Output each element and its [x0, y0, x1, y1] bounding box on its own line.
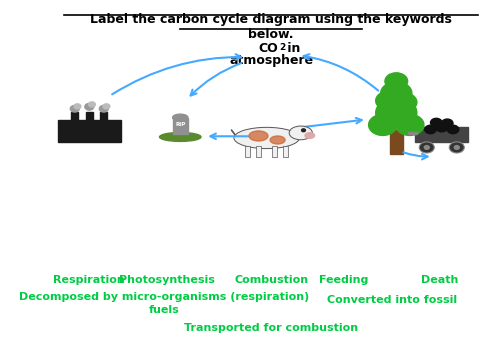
Circle shape	[442, 119, 453, 128]
Text: Label the carbon cycle diagram using the keywords: Label the carbon cycle diagram using the…	[90, 13, 452, 26]
Text: Decomposed by micro-organisms (respiration)
fuels: Decomposed by micro-organisms (respirati…	[19, 292, 310, 315]
Ellipse shape	[270, 136, 285, 144]
Circle shape	[450, 142, 464, 153]
Circle shape	[436, 123, 448, 132]
Ellipse shape	[234, 128, 300, 149]
Text: in: in	[284, 42, 301, 55]
Ellipse shape	[249, 131, 268, 141]
Bar	[408, 132, 416, 134]
Bar	[272, 146, 278, 157]
Circle shape	[430, 118, 442, 127]
Text: RIP: RIP	[175, 121, 186, 126]
Text: Feeding: Feeding	[320, 275, 368, 285]
Text: Transported for combustion: Transported for combustion	[184, 323, 358, 333]
Circle shape	[420, 142, 434, 153]
Text: 2: 2	[279, 43, 285, 52]
Bar	[58, 120, 121, 142]
Text: Converted into fossil: Converted into fossil	[326, 295, 457, 305]
Text: CO: CO	[258, 42, 278, 55]
Circle shape	[385, 73, 407, 90]
Bar	[416, 127, 468, 142]
Circle shape	[396, 114, 424, 135]
Ellipse shape	[160, 133, 201, 141]
Text: Respiration: Respiration	[54, 275, 125, 285]
Circle shape	[380, 82, 412, 105]
Text: Combustion: Combustion	[234, 275, 308, 285]
Bar	[390, 131, 402, 154]
Bar	[284, 146, 288, 157]
Text: Photosynthesis: Photosynthesis	[118, 275, 214, 285]
Circle shape	[425, 125, 436, 134]
Bar	[86, 112, 92, 124]
Text: below.: below.	[248, 28, 294, 41]
Bar	[245, 146, 250, 157]
Circle shape	[448, 125, 459, 134]
Text: atmosphere: atmosphere	[229, 54, 314, 67]
Circle shape	[85, 103, 94, 110]
Circle shape	[74, 104, 81, 109]
Bar	[100, 112, 107, 124]
Circle shape	[103, 104, 110, 109]
Bar	[172, 118, 188, 134]
Circle shape	[100, 105, 108, 112]
Circle shape	[454, 146, 460, 149]
Circle shape	[424, 146, 430, 149]
Ellipse shape	[305, 133, 314, 138]
Circle shape	[88, 102, 96, 107]
Bar	[256, 146, 261, 157]
Ellipse shape	[172, 114, 188, 121]
Circle shape	[368, 114, 397, 135]
Circle shape	[70, 105, 80, 112]
Circle shape	[302, 129, 306, 132]
Ellipse shape	[289, 126, 312, 140]
Bar	[72, 112, 78, 124]
Circle shape	[376, 98, 417, 128]
Text: Death: Death	[421, 275, 458, 285]
Circle shape	[376, 91, 402, 110]
Circle shape	[392, 93, 417, 112]
